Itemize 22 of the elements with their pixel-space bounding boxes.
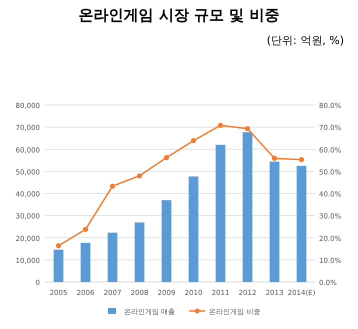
- chart-subtitle: (단위: 억원, %): [266, 34, 344, 47]
- point: [136, 173, 142, 178]
- point: [244, 126, 250, 132]
- point: [218, 122, 224, 128]
- bar: [242, 132, 252, 282]
- bar: [54, 250, 64, 282]
- point: [190, 138, 196, 144]
- bar: [80, 242, 90, 282]
- bar: [270, 162, 280, 282]
- bar: [162, 200, 172, 282]
- point: [298, 157, 304, 162]
- bar: [296, 166, 306, 282]
- point: [272, 156, 278, 161]
- bar: [108, 232, 118, 282]
- chart-title: 온라인게임 시장 규모 및 비중: [78, 6, 280, 24]
- point: [56, 243, 62, 248]
- point: [164, 155, 170, 160]
- bar: [216, 144, 226, 282]
- point: [82, 226, 88, 232]
- point: [110, 184, 116, 189]
- bar: [134, 222, 144, 282]
- bar: [188, 176, 198, 282]
